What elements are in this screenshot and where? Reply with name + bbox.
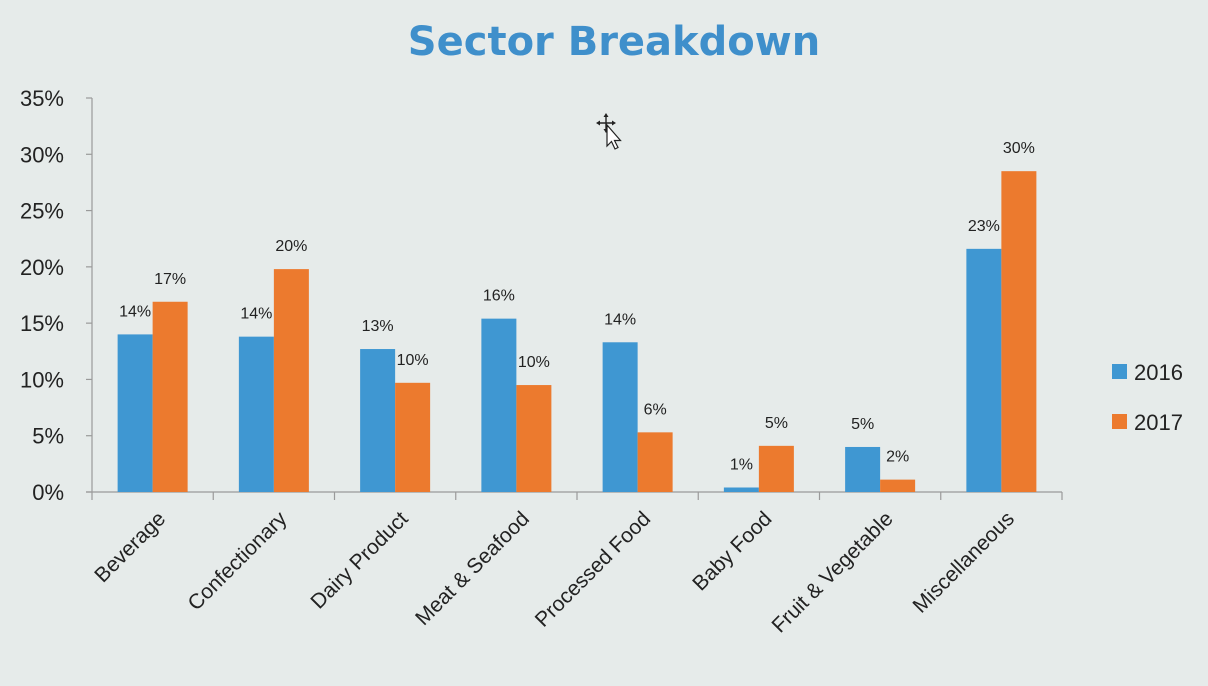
y-tick-label: 10%	[20, 367, 64, 392]
data-label-2017-5: 5%	[765, 415, 788, 432]
data-label-2016-2: 13%	[362, 318, 394, 335]
bar-2016-4	[602, 342, 638, 492]
y-tick-label: 20%	[20, 255, 64, 280]
data-label-2017-2: 10%	[397, 352, 429, 369]
bars	[117, 171, 1037, 492]
y-tick-label: 5%	[32, 424, 64, 449]
x-tick-label: Processed Food	[531, 507, 655, 631]
legend: 2016 2017	[1112, 360, 1183, 435]
legend-label-2016: 2016	[1134, 360, 1183, 385]
data-label-2017-4: 6%	[644, 401, 667, 418]
legend-label-2017: 2017	[1134, 410, 1183, 435]
data-label-2017-3: 10%	[518, 354, 550, 371]
data-label-2016-7: 23%	[968, 218, 1000, 235]
bar-2016-7	[966, 248, 1002, 492]
data-label-2016-5: 1%	[730, 456, 753, 473]
x-tick-label: Confectionary	[184, 507, 292, 615]
data-labels: 14% 14% 13% 16% 14% 1% 5% 23% 17% 20% 10% 10% 6% 5% 2%…	[119, 140, 1035, 473]
bar-2017-0	[152, 301, 188, 492]
x-tick-label: Beverage	[90, 507, 170, 587]
bar-2017-1	[273, 269, 309, 492]
bar-2016-6	[845, 446, 881, 492]
y-tick-label: 30%	[20, 142, 64, 167]
bar-2016-3	[481, 318, 517, 492]
bar-2016-2	[360, 349, 396, 492]
data-label-2016-4: 14%	[604, 311, 636, 328]
bar-2017-2	[395, 382, 431, 492]
bar-2016-5	[723, 487, 759, 492]
data-label-2016-6: 5%	[851, 416, 874, 433]
move-cursor-icon	[596, 113, 622, 150]
data-label-2016-3: 16%	[483, 288, 515, 305]
data-label-2017-1: 20%	[275, 238, 307, 255]
bar-2017-4	[637, 432, 673, 492]
x-tick-label: Fruit & Vegetable	[767, 507, 897, 637]
y-tick-label: 35%	[20, 86, 64, 111]
legend-swatch-2017	[1112, 414, 1127, 429]
chart-title: Sector Breakdown	[408, 19, 820, 65]
x-tick-label: Meat & Seafood	[411, 507, 534, 630]
bar-2017-3	[516, 385, 552, 492]
x-axis	[86, 491, 1063, 500]
y-tick-label: 0%	[32, 480, 64, 505]
y-tick-label: 15%	[20, 311, 64, 336]
x-tick-label: Baby Food	[688, 507, 776, 595]
bar-2017-7	[1001, 171, 1037, 492]
bar-2016-1	[238, 336, 274, 492]
data-label-2017-7: 30%	[1003, 140, 1035, 157]
data-label-2017-0: 17%	[154, 271, 186, 288]
y-axis	[86, 97, 93, 493]
y-tick-labels: 0% 5% 10% 15% 20% 25% 30% 35%	[20, 86, 64, 505]
bar-2016-0	[117, 334, 153, 492]
bar-2017-5	[758, 445, 794, 492]
legend-swatch-2016	[1112, 364, 1127, 379]
data-label-2017-6: 2%	[886, 449, 909, 466]
data-label-2016-1: 14%	[240, 306, 272, 323]
bar-2017-6	[880, 479, 916, 492]
data-label-2016-0: 14%	[119, 303, 151, 320]
x-tick-label: Dairy Product	[306, 507, 412, 613]
x-tick-label: Miscellaneous	[909, 507, 1019, 617]
y-tick-label: 25%	[20, 199, 64, 224]
